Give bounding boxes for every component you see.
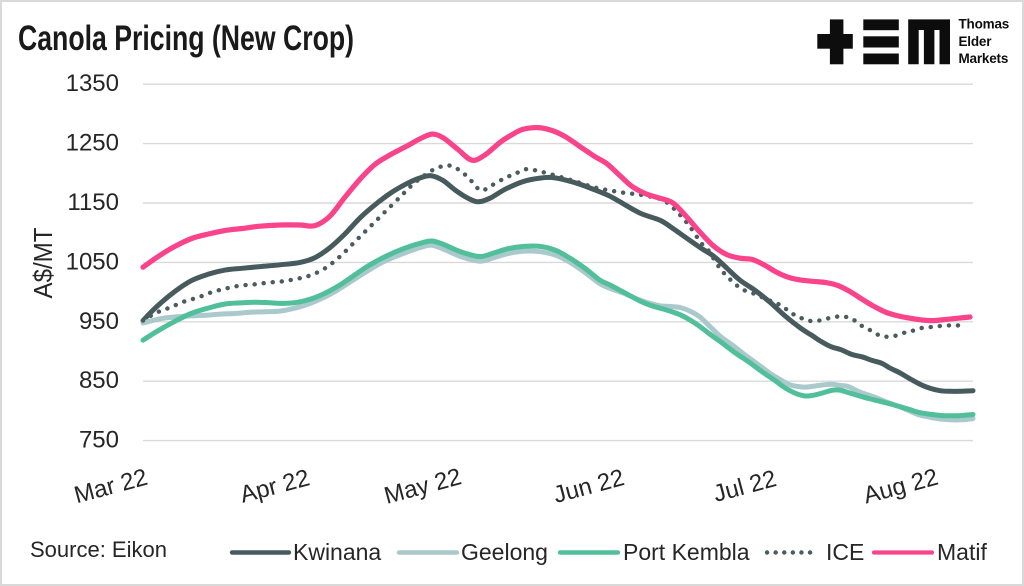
svg-text:Matif: Matif bbox=[937, 539, 987, 565]
svg-text:Thomas: Thomas bbox=[959, 17, 1010, 32]
svg-text:1350: 1350 bbox=[66, 70, 119, 97]
svg-text:Elder: Elder bbox=[959, 34, 993, 49]
svg-text:1050: 1050 bbox=[66, 248, 119, 275]
svg-text:Markets: Markets bbox=[959, 51, 1009, 66]
svg-text:750: 750 bbox=[79, 427, 119, 454]
svg-text:950: 950 bbox=[79, 308, 119, 335]
svg-text:A$/MT: A$/MT bbox=[28, 227, 58, 298]
svg-text:850: 850 bbox=[79, 367, 119, 394]
svg-text:ICE: ICE bbox=[826, 539, 864, 565]
svg-text:Geelong: Geelong bbox=[461, 539, 548, 565]
svg-text:Port Kembla: Port Kembla bbox=[623, 539, 750, 565]
svg-text:Source: Eikon: Source: Eikon bbox=[30, 537, 167, 562]
svg-text:1150: 1150 bbox=[67, 189, 119, 216]
svg-text:Canola Pricing (New Crop): Canola Pricing (New Crop) bbox=[18, 19, 354, 58]
svg-text:Kwinana: Kwinana bbox=[293, 539, 381, 565]
svg-text:1250: 1250 bbox=[66, 130, 119, 157]
